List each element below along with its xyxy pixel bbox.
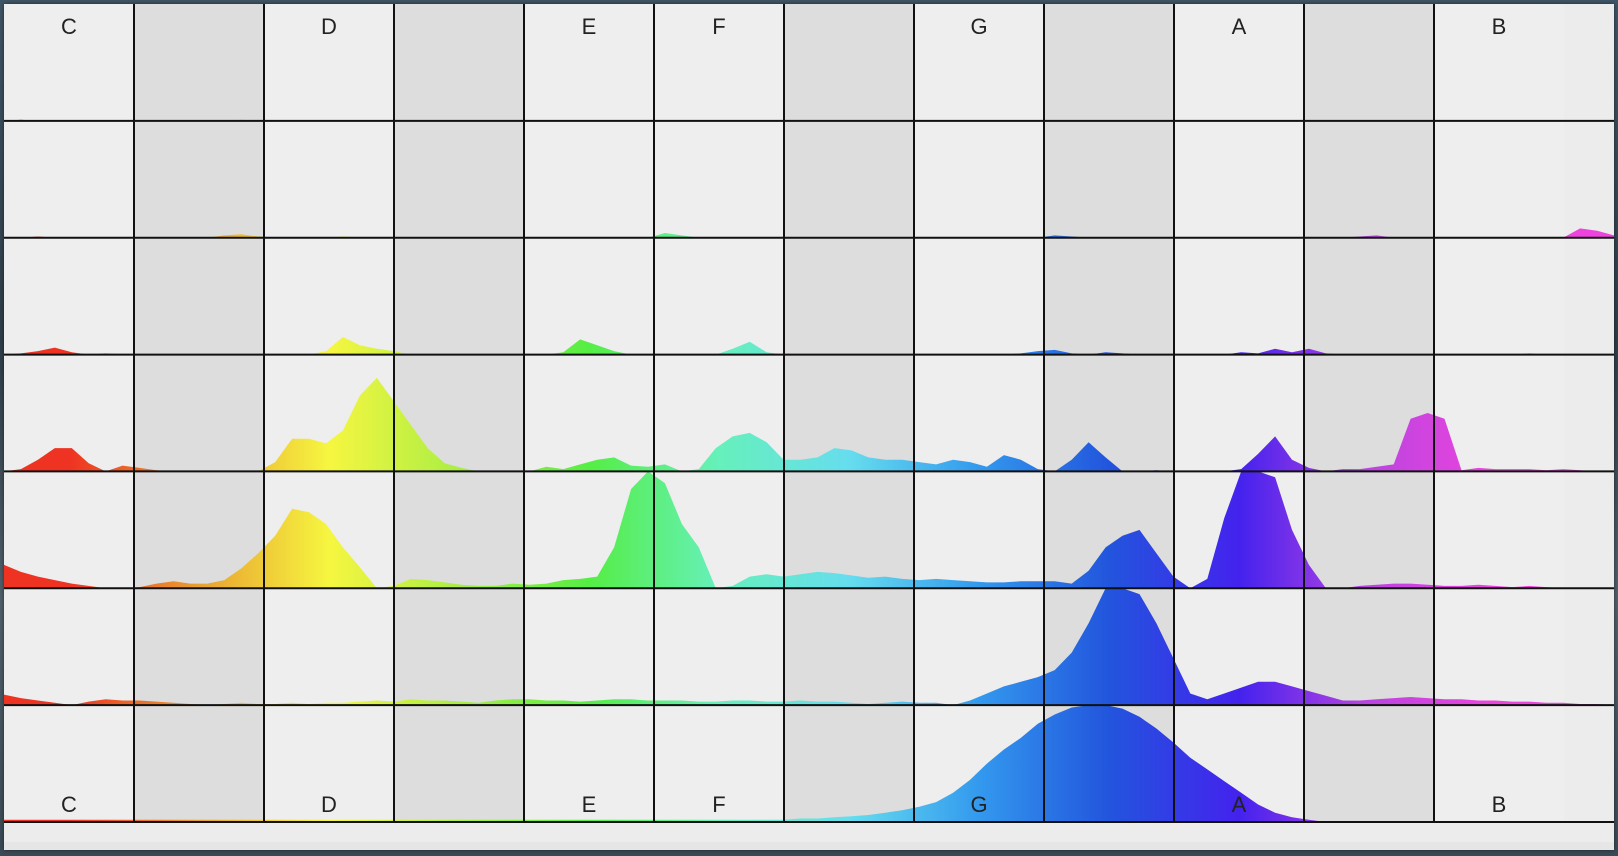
column-bg-1 bbox=[134, 4, 264, 822]
spectrum-grid[interactable]: C D E F G A B C D E F G A B bbox=[4, 4, 1614, 850]
top-note-label-5: A bbox=[1232, 14, 1247, 39]
column-bg-5 bbox=[654, 4, 784, 822]
column-bg-3 bbox=[394, 4, 524, 822]
status-strip bbox=[4, 842, 1614, 850]
bottom-note-label-0: C bbox=[61, 792, 77, 817]
spectrum-window: C D E F G A B C D E F G A B bbox=[4, 4, 1614, 850]
spectrum-row-3 bbox=[4, 377, 1614, 472]
top-note-label-1: D bbox=[321, 14, 337, 39]
column-bg-10 bbox=[1304, 4, 1434, 822]
top-note-label-0: C bbox=[61, 14, 77, 39]
spectrum-row-6 bbox=[4, 705, 1614, 822]
top-note-label-3: F bbox=[712, 14, 725, 39]
top-note-label-4: G bbox=[970, 14, 987, 39]
column-bg-4 bbox=[524, 4, 654, 822]
bottom-note-label-2: E bbox=[582, 792, 597, 817]
bottom-note-label-5: A bbox=[1232, 792, 1247, 817]
grid-lines-layer bbox=[4, 4, 1614, 823]
spectrum-row-4 bbox=[4, 471, 1614, 589]
column-bg-0 bbox=[4, 4, 134, 822]
top-note-label-2: E bbox=[582, 14, 597, 39]
column-bg-6 bbox=[784, 4, 914, 822]
column-background-layer bbox=[4, 4, 1564, 822]
bottom-note-label-6: B bbox=[1492, 792, 1507, 817]
bottom-note-label-1: D bbox=[321, 792, 337, 817]
top-note-label-6: B bbox=[1492, 14, 1507, 39]
spectra-layer bbox=[4, 119, 1614, 822]
column-bg-11 bbox=[1434, 4, 1564, 822]
bottom-note-label-3: F bbox=[712, 792, 725, 817]
bottom-note-label-4: G bbox=[970, 792, 987, 817]
